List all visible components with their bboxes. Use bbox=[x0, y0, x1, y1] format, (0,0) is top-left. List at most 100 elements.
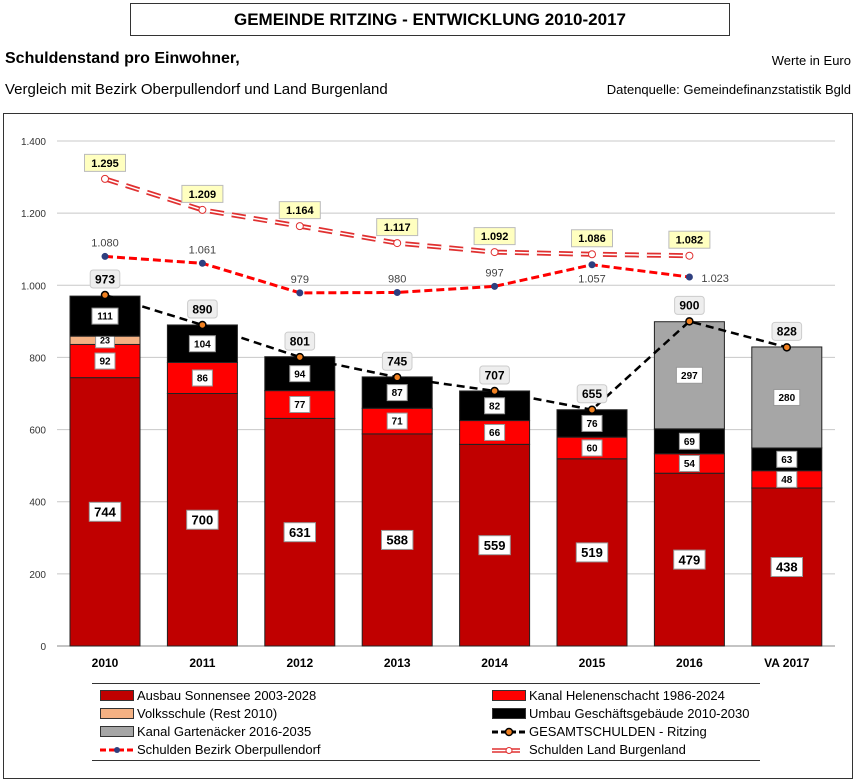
segment-label: 63 bbox=[781, 455, 793, 466]
y-tick-label: 1.000 bbox=[21, 281, 46, 292]
land-point bbox=[101, 174, 109, 183]
bezirk-point bbox=[491, 282, 499, 290]
legend-item: Umbau Geschäftsgebäude 2010-2030 bbox=[492, 706, 749, 721]
legend-label: Schulden Bezirk Oberpullendorf bbox=[137, 742, 321, 757]
bezirk-point bbox=[101, 252, 109, 260]
segment-label-box bbox=[188, 335, 216, 353]
legend-label: Kanal Helenenschacht 1986-2024 bbox=[529, 688, 725, 703]
legend-item: Kanal Gartenäcker 2016-2035 bbox=[100, 724, 311, 739]
segment-label-box bbox=[289, 396, 311, 414]
segment-label: 700 bbox=[192, 512, 214, 527]
legend-dashed-line-icon bbox=[100, 746, 134, 753]
legend-swatch bbox=[492, 690, 526, 701]
bezirk-label: 1.023 bbox=[701, 273, 729, 285]
legend-item: Volksschule (Rest 2010) bbox=[100, 706, 277, 721]
segment-label-box bbox=[675, 366, 703, 384]
segment-label-box bbox=[484, 397, 506, 415]
land-label-box bbox=[473, 227, 516, 246]
total-label-box bbox=[381, 351, 413, 371]
land-label: 1.092 bbox=[481, 231, 509, 243]
bezirk-point bbox=[198, 259, 206, 267]
segment-label: 82 bbox=[489, 401, 501, 412]
total-label: 707 bbox=[485, 368, 505, 382]
segment-label: 77 bbox=[294, 400, 306, 411]
total-label: 655 bbox=[582, 387, 602, 401]
land-point bbox=[588, 250, 596, 259]
legend: Ausbau Sonnensee 2003-2028 Volksschule (… bbox=[92, 683, 760, 761]
segment-label-box bbox=[773, 388, 801, 406]
segment-label: 559 bbox=[484, 538, 506, 553]
legend-label: Kanal Gartenäcker 2016-2035 bbox=[137, 724, 312, 739]
segment-label-box bbox=[678, 454, 700, 472]
bezirk-point bbox=[588, 261, 596, 269]
segment-label: 111 bbox=[97, 312, 113, 323]
land-label: 1.086 bbox=[578, 233, 606, 245]
segment-label-box bbox=[776, 450, 798, 468]
total-point bbox=[685, 317, 694, 326]
x-tick-label: 2016 bbox=[676, 656, 703, 670]
segment-label: 76 bbox=[586, 419, 598, 430]
chart-subtitle-2: Vergleich mit Bezirk Oberpullendorf und … bbox=[5, 81, 388, 98]
segment-label: 588 bbox=[386, 533, 408, 548]
legend-swatch bbox=[492, 708, 526, 719]
chart-frame bbox=[3, 113, 853, 779]
land-label: 1.117 bbox=[384, 222, 411, 234]
x-tick-label: 2011 bbox=[189, 656, 215, 670]
segment-label-box bbox=[186, 509, 219, 530]
segment-label-box bbox=[386, 384, 408, 402]
land-point bbox=[490, 248, 499, 257]
segment-label-box bbox=[581, 439, 603, 457]
segment-label-box bbox=[581, 414, 603, 432]
land-label-box bbox=[571, 229, 613, 248]
segment-label: 87 bbox=[392, 388, 404, 399]
chart-subtitle: Schuldenstand pro Einwohner, bbox=[5, 50, 240, 67]
total-point bbox=[100, 290, 110, 300]
segment-label: 94 bbox=[294, 369, 306, 380]
land-label-box bbox=[668, 230, 711, 249]
x-tick-label: 2015 bbox=[579, 656, 606, 670]
legend-item: Kanal Helenenschacht 1986-2024 bbox=[492, 688, 725, 703]
bezirk-label: 980 bbox=[388, 274, 406, 286]
total-line bbox=[104, 293, 788, 412]
total-label-box bbox=[89, 269, 121, 289]
total-point bbox=[198, 320, 207, 330]
land-label-box bbox=[376, 218, 419, 237]
total-label-box bbox=[771, 321, 803, 341]
total-label: 890 bbox=[192, 302, 212, 316]
land-label-box bbox=[181, 184, 224, 203]
segment-label: 66 bbox=[489, 428, 501, 439]
segment-label-box bbox=[289, 365, 311, 383]
segment-label: 438 bbox=[776, 560, 798, 575]
segment-label: 297 bbox=[681, 371, 698, 382]
segment-label-box bbox=[776, 470, 798, 488]
land-label: 1.209 bbox=[189, 189, 217, 201]
legend-swatch bbox=[100, 690, 134, 701]
segment-label-box bbox=[575, 542, 609, 563]
land-point bbox=[198, 205, 207, 214]
segment-label-box bbox=[94, 352, 116, 370]
total-point bbox=[587, 405, 597, 414]
bezirk-label: 1.080 bbox=[91, 237, 119, 249]
x-tick-label: VA 2017 bbox=[764, 656, 810, 670]
source-note: Datenquelle: Gemeindefinanzstatistik Bgl… bbox=[606, 82, 851, 97]
segment-label: 60 bbox=[586, 444, 598, 455]
segment-label: 48 bbox=[781, 475, 793, 486]
bezirk-point bbox=[685, 273, 693, 281]
legend-label: Umbau Geschäftsgebäude 2010-2030 bbox=[529, 706, 750, 721]
total-label: 900 bbox=[679, 299, 699, 313]
y-tick-label: 800 bbox=[29, 353, 46, 364]
segment-label-box bbox=[88, 501, 122, 522]
land-label-box bbox=[84, 153, 126, 172]
legend-label: Schulden Land Burgenland bbox=[529, 742, 686, 757]
y-tick-label: 0 bbox=[40, 642, 46, 653]
segment-label-box bbox=[770, 557, 803, 578]
total-label: 801 bbox=[290, 334, 310, 348]
x-tick-label: 2014 bbox=[481, 656, 508, 670]
total-label-box bbox=[576, 384, 608, 404]
total-label-box bbox=[674, 295, 705, 315]
legend-double-line-icon bbox=[492, 746, 520, 754]
x-tick-label: 2012 bbox=[286, 656, 313, 670]
legend-swatch bbox=[100, 708, 134, 719]
legend-swatch bbox=[100, 726, 134, 737]
